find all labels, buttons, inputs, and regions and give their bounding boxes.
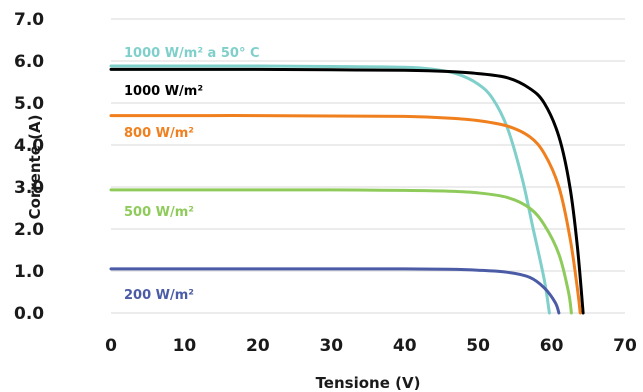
series-lines (109, 64, 585, 315)
x-tick-label: 70 (613, 336, 637, 356)
series-label: 200 W/m² (124, 288, 194, 303)
series-labels: 1000 W/m² a 50° C 1000 W/m² 800 W/m² 500 W/… (124, 46, 260, 303)
x-tick-label: 10 (173, 336, 197, 356)
series-label: 500 W/m² (124, 205, 194, 220)
y-tick-label: 7.0 (14, 10, 44, 30)
y-tick-labels: 0.0 1.0 2.0 3.0 4.0 5.0 6.0 7.0 (14, 10, 44, 324)
x-tick-label: 20 (246, 336, 270, 356)
series-label: 1000 W/m² (124, 84, 203, 99)
x-tick-labels: 0 10 20 30 40 50 60 70 (105, 336, 637, 356)
series-line (109, 114, 582, 315)
y-tick-label: 5.0 (14, 94, 44, 114)
grid-lines (111, 18, 625, 314)
series-line (109, 267, 561, 315)
y-tick-label: 2.0 (14, 220, 44, 240)
series-line (109, 188, 573, 315)
x-tick-label: 50 (466, 336, 490, 356)
y-tick-label: 3.0 (14, 178, 44, 198)
x-tick-label: 30 (319, 336, 343, 356)
x-axis-title: Tensione (V) (316, 374, 421, 392)
y-tick-label: 6.0 (14, 52, 44, 72)
x-tick-label: 40 (393, 336, 417, 356)
y-tick-label: 4.0 (14, 136, 44, 156)
series-label: 1000 W/m² a 50° C (124, 46, 260, 61)
series-label: 800 W/m² (124, 126, 194, 141)
y-tick-label: 1.0 (14, 262, 44, 282)
x-tick-label: 0 (105, 336, 117, 356)
series-line (109, 64, 551, 315)
series-line (109, 67, 585, 315)
y-tick-label: 0.0 (14, 304, 44, 324)
x-tick-label: 60 (540, 336, 564, 356)
y-axis-title: Corrente (A) (26, 115, 44, 220)
